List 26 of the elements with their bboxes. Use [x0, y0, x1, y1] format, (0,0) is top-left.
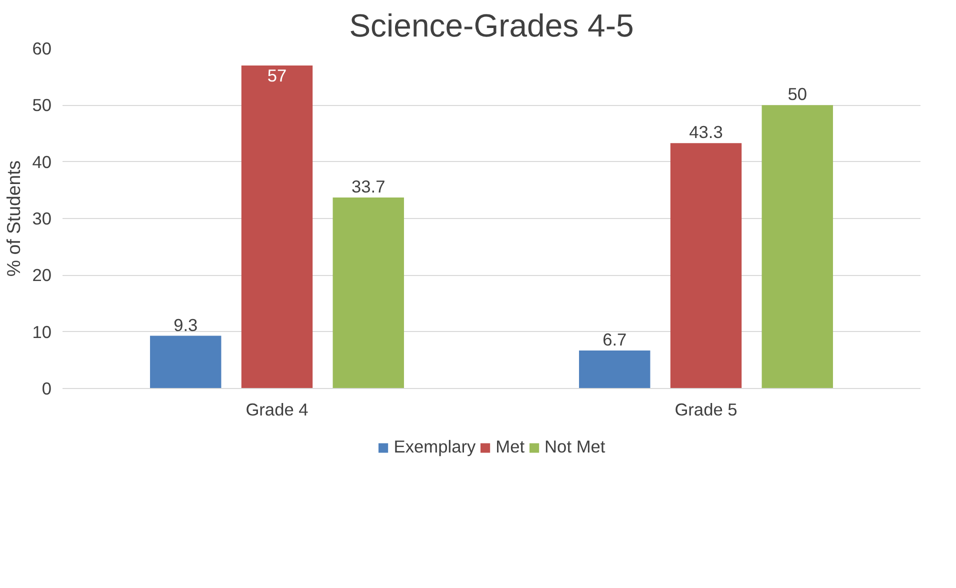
bar	[670, 143, 742, 388]
x-tick-label: Grade 4	[246, 400, 309, 420]
y-tick-label: 10	[32, 322, 52, 342]
data-label: 6.7	[602, 330, 627, 350]
y-tick-label: 30	[32, 208, 52, 228]
bar	[579, 350, 650, 388]
bar	[762, 105, 833, 388]
data-label: 50	[788, 84, 808, 104]
bar	[150, 336, 222, 388]
legend-label: Met	[496, 436, 525, 458]
bar	[241, 66, 313, 388]
chart-title: Science-Grades 4-5	[349, 8, 634, 44]
y-axis-title: % of Students	[3, 160, 24, 277]
data-label: 33.7	[352, 176, 386, 197]
legend-label: Exemplary	[394, 436, 476, 458]
x-tick-label: Grade 5	[674, 400, 738, 420]
data-label: 43.3	[689, 122, 723, 142]
data-label: 57	[267, 66, 287, 86]
y-tick-label: 20	[32, 265, 52, 286]
data-label: 9.3	[174, 314, 198, 335]
y-tick-label: 60	[32, 38, 52, 58]
y-tick-label: 50	[32, 95, 52, 116]
bar	[332, 198, 404, 388]
y-tick-label: 40	[32, 152, 52, 172]
y-tick-label: 0	[42, 378, 52, 398]
legend-label: Not Met	[544, 436, 606, 458]
